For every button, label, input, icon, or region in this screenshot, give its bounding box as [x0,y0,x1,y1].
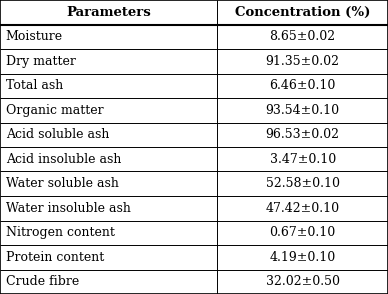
Text: Crude fibre: Crude fibre [6,275,79,288]
Text: Water insoluble ash: Water insoluble ash [6,202,131,215]
Text: Parameters: Parameters [66,6,151,19]
Text: 32.02±0.50: 32.02±0.50 [266,275,340,288]
Text: 3.47±0.10: 3.47±0.10 [270,153,336,166]
Text: 4.19±0.10: 4.19±0.10 [270,251,336,264]
Text: 52.58±0.10: 52.58±0.10 [266,177,340,190]
Text: Water soluble ash: Water soluble ash [6,177,119,190]
Text: Dry matter: Dry matter [6,55,76,68]
Text: 6.46±0.10: 6.46±0.10 [269,79,336,92]
Text: 8.65±0.02: 8.65±0.02 [270,30,336,43]
Text: Total ash: Total ash [6,79,63,92]
Text: 47.42±0.10: 47.42±0.10 [265,202,340,215]
Text: Nitrogen content: Nitrogen content [6,226,115,239]
Text: 93.54±0.10: 93.54±0.10 [265,104,340,117]
Text: 91.35±0.02: 91.35±0.02 [266,55,340,68]
Text: Moisture: Moisture [6,30,63,43]
Text: 96.53±0.02: 96.53±0.02 [266,128,340,141]
Text: 0.67±0.10: 0.67±0.10 [270,226,336,239]
Text: Acid soluble ash: Acid soluble ash [6,128,109,141]
Text: Protein content: Protein content [6,251,104,264]
Text: Organic matter: Organic matter [6,104,104,117]
Text: Acid insoluble ash: Acid insoluble ash [6,153,121,166]
Text: Concentration (%): Concentration (%) [235,6,370,19]
